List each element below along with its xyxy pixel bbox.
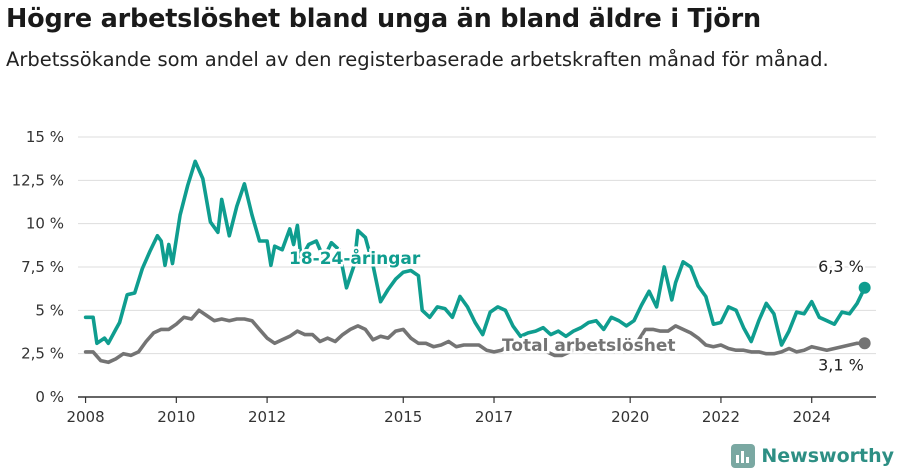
y-tick-label: 7,5 % xyxy=(21,258,64,276)
youth-series-label: 18-24-åringar xyxy=(289,247,421,269)
x-tick-label: 2017 xyxy=(475,408,513,426)
newsworthy-logo-icon xyxy=(731,444,756,468)
y-tick-label: 2,5 % xyxy=(21,345,64,363)
x-axis: 2008 2010 2012 2015 2017 2020 2022 2024 xyxy=(66,396,876,426)
y-tick-label: 15 % xyxy=(26,128,64,146)
total-end-value-label: 3,1 % xyxy=(818,355,864,374)
chart-title: Högre arbetslöshet bland unga än bland ä… xyxy=(6,4,761,34)
youth-end-marker xyxy=(858,281,871,294)
x-tick-label: 2015 xyxy=(384,408,422,426)
total-end-marker xyxy=(858,337,871,350)
x-tick-label: 2012 xyxy=(248,408,286,426)
youth-series-line xyxy=(83,159,867,347)
series-lines xyxy=(83,159,871,365)
gridlines xyxy=(78,136,876,355)
total-series-label: Total arbetslöshet xyxy=(502,336,676,356)
x-tick-label: 2020 xyxy=(611,408,649,426)
y-tick-label: 0 % xyxy=(35,388,64,406)
x-tick-label: 2022 xyxy=(702,408,740,426)
series-labels: 18-24-åringar Total arbetslöshet 6,3 % 3,1 … xyxy=(287,245,867,377)
newsworthy-brand: Newsworthy xyxy=(731,444,894,468)
brand-name: Newsworthy xyxy=(761,445,894,467)
y-axis-labels: 0 % 2,5 % 5 % 7,5 % 10 % 12,5 % 15 % xyxy=(12,128,64,406)
chart-subtitle: Arbetssökande som andel av den registerb… xyxy=(6,48,829,71)
y-tick-label: 12,5 % xyxy=(12,171,64,189)
youth-end-value-label: 6,3 % xyxy=(818,257,864,276)
x-tick-label: 2008 xyxy=(66,408,104,426)
y-tick-label: 5 % xyxy=(35,301,64,319)
total-series-line xyxy=(83,308,867,365)
x-tick-label: 2010 xyxy=(157,408,195,426)
x-tick-label: 2024 xyxy=(793,408,831,426)
y-tick-label: 10 % xyxy=(26,215,64,233)
